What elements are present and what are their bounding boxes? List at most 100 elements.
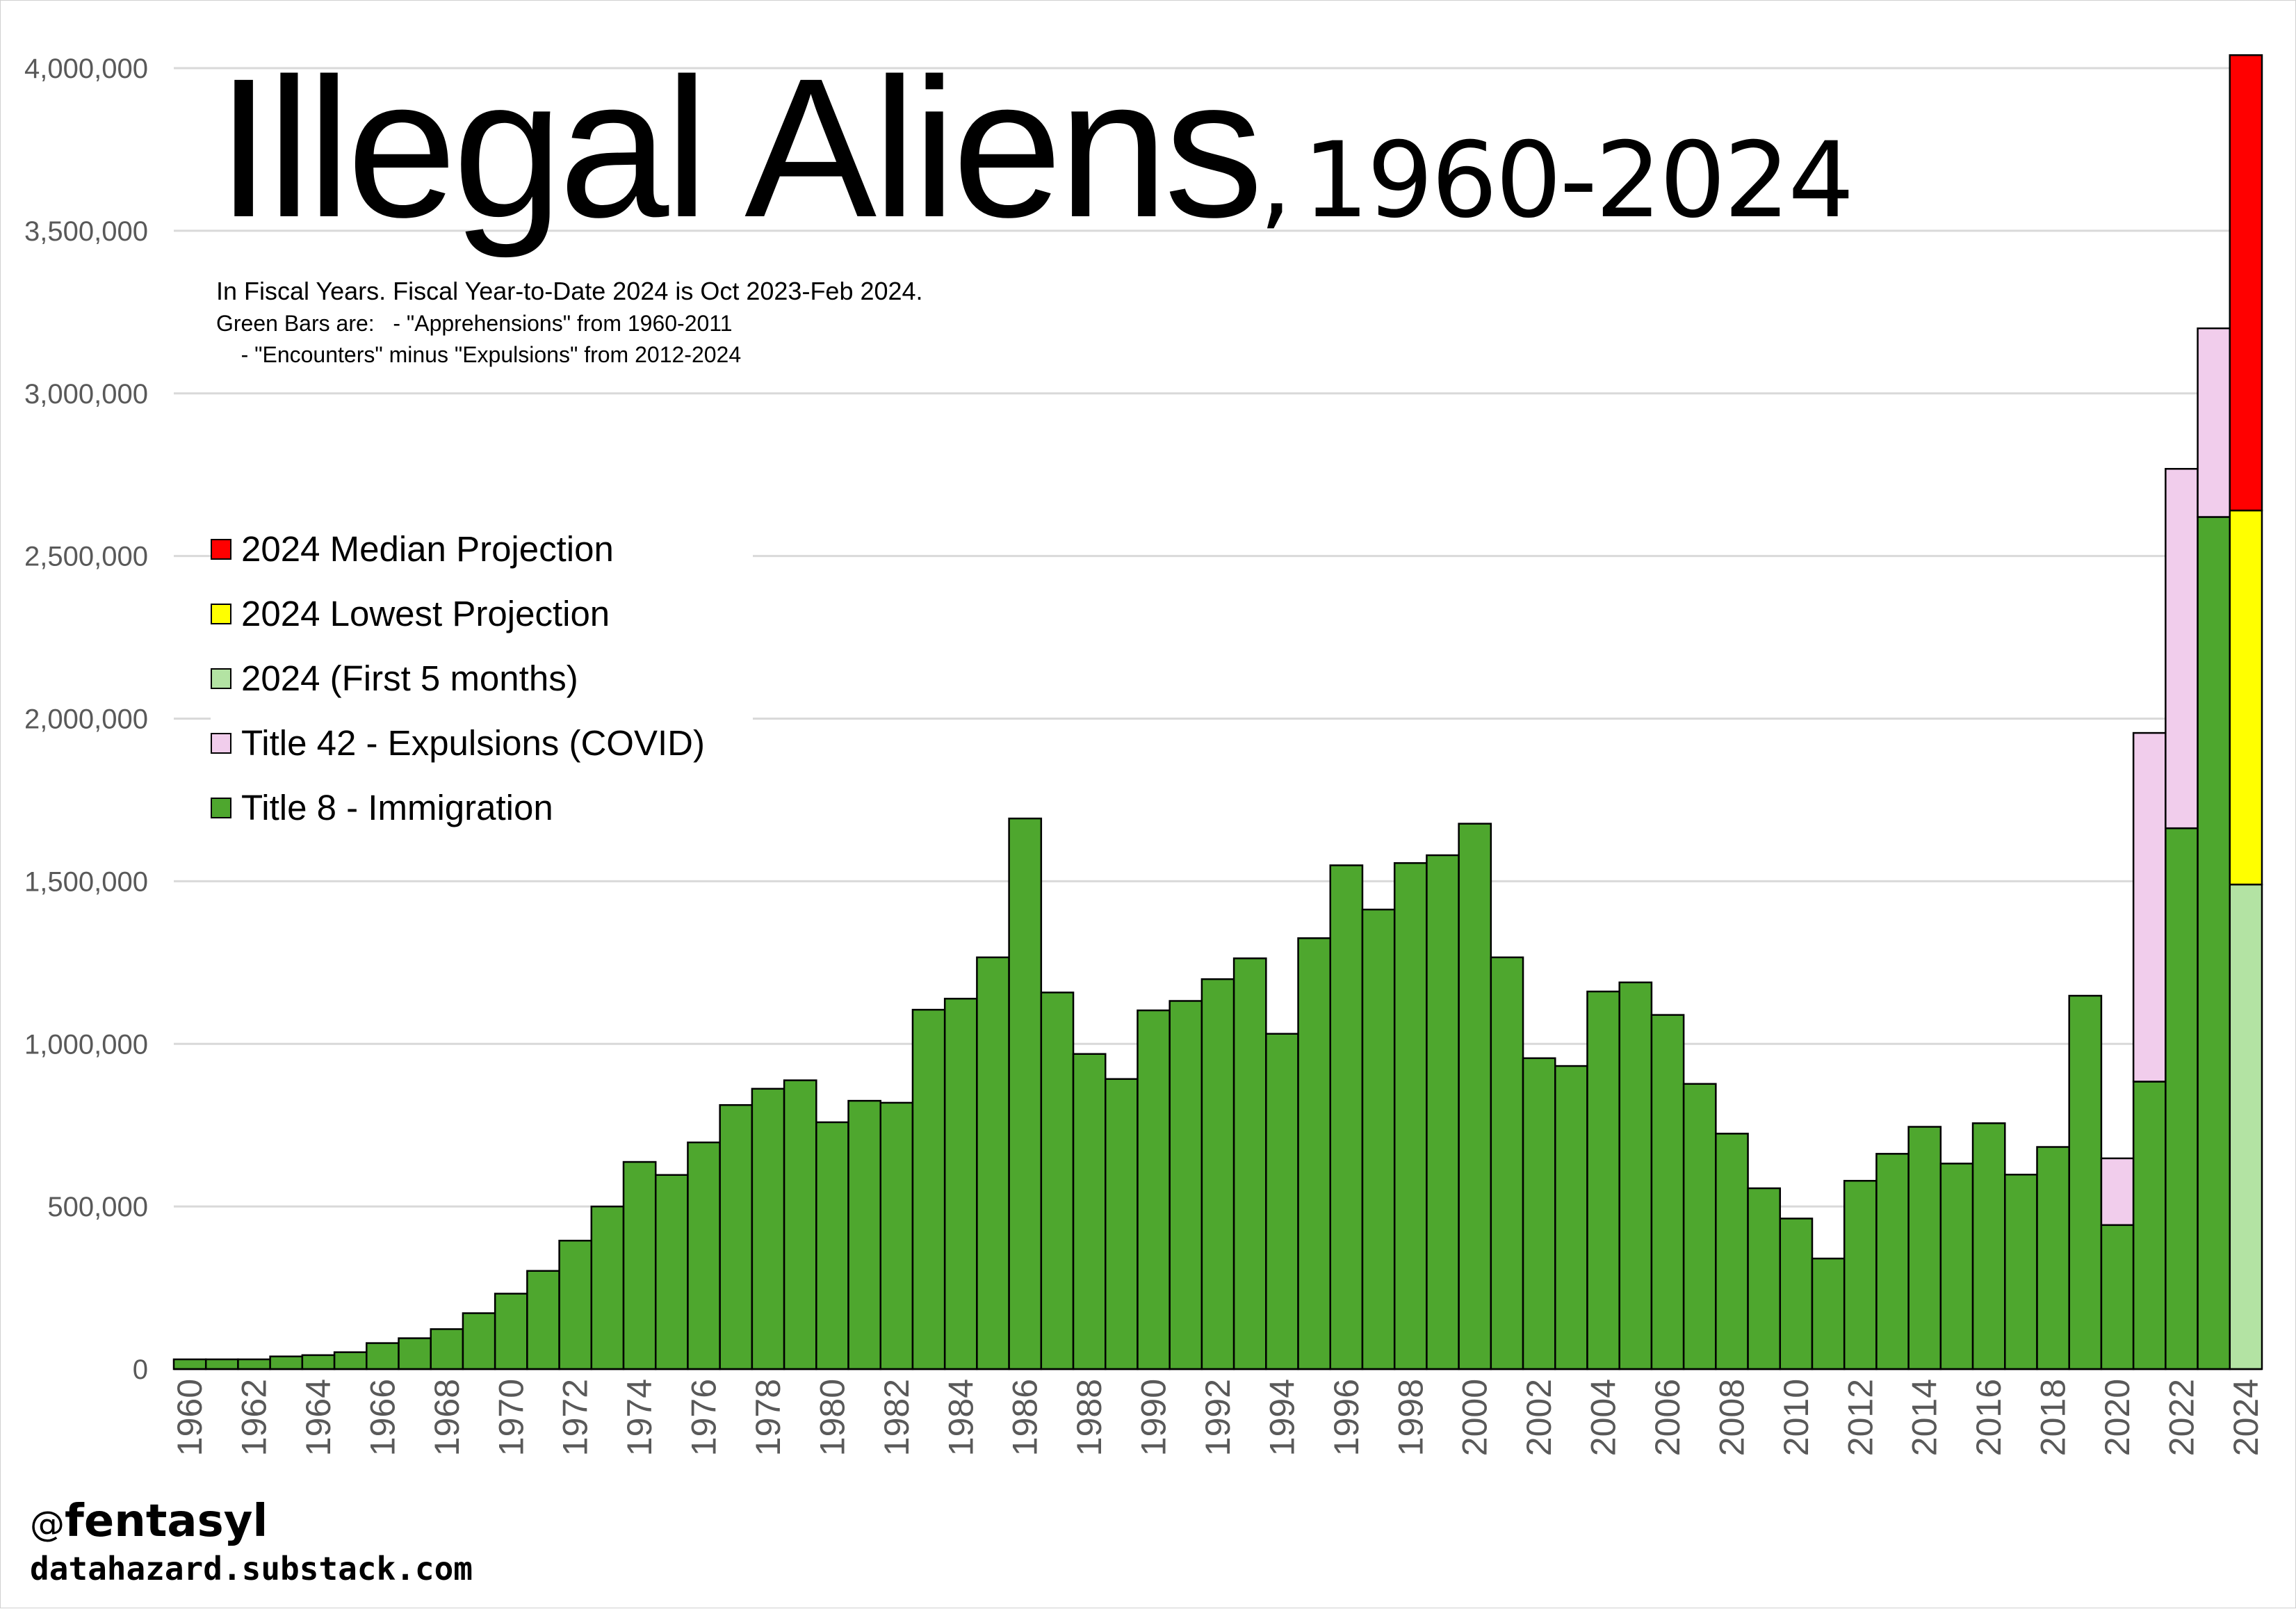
legend-item: 2024 Lowest Projection	[211, 581, 753, 646]
legend-label: 2024 Median Projection	[241, 529, 614, 569]
chart-notes: In Fiscal Years. Fiscal Year-to-Date 202…	[216, 275, 923, 371]
x-tick-label: 1988	[1070, 1379, 1109, 1456]
legend-label: 2024 Lowest Projection	[241, 594, 610, 633]
x-tick-label: 2004	[1584, 1379, 1623, 1456]
bar-title-8-immigration-1962	[237, 1358, 271, 1371]
bar-title-8-immigration-1968	[430, 1328, 464, 1371]
y-tick-label: 1,500,000	[24, 866, 148, 897]
x-tick-label: 2000	[1456, 1379, 1495, 1456]
x-tick-label: 2010	[1777, 1379, 1816, 1456]
bar-title-8-immigration-2015	[1939, 1163, 1974, 1371]
bar-title-8-immigration-2009	[1747, 1187, 1782, 1371]
bar-title-8-immigration-1963	[269, 1355, 304, 1371]
handle-at-sign: @	[30, 1504, 65, 1544]
bar-title-8-immigration-1981	[847, 1099, 881, 1371]
x-tick-label: 1992	[1198, 1379, 1237, 1456]
chart-title: Illegal Aliens, 1960-2024	[216, 49, 1855, 248]
legend-item: 2024 (First 5 months)	[211, 646, 753, 711]
bar-title-8-immigration-2004	[1586, 990, 1620, 1371]
bar-title-8-immigration-1970	[494, 1293, 528, 1371]
x-tick-label: 1994	[1262, 1379, 1301, 1456]
bar-2024-lowest-projection-2024	[2229, 509, 2263, 886]
bar-title-8-immigration-1982	[879, 1101, 914, 1371]
x-tick-label: 1962	[235, 1379, 274, 1456]
title-main: Illegal Aliens	[216, 38, 1263, 259]
bar-title-8-immigration-2005	[1618, 981, 1653, 1371]
bar-title-8-immigration-1988	[1072, 1053, 1107, 1371]
x-tick-label: 1980	[813, 1379, 852, 1456]
legend-swatch	[211, 732, 231, 754]
bar-title-8-immigration-1993	[1232, 957, 1267, 1371]
bar-title-8-immigration-1995	[1297, 937, 1332, 1371]
legend-item: Title 8 - Immigration	[211, 775, 753, 840]
x-tick-label: 2024	[2226, 1379, 2265, 1456]
bar-title-8-immigration-2011	[1811, 1257, 1846, 1371]
bar-title-8-immigration-1961	[204, 1358, 239, 1371]
bar-title-8-immigration-1964	[301, 1354, 336, 1371]
bar-title-8-immigration-1999	[1426, 854, 1460, 1371]
bar-title-8-immigration-1972	[558, 1239, 593, 1371]
bar-title-8-immigration-1990	[1137, 1009, 1171, 1371]
note-line-3: - "Encounters" minus "Expulsions" from 2…	[216, 342, 742, 367]
bar-title-8-immigration-1984	[943, 997, 978, 1371]
bar-title-8-immigration-1978	[751, 1088, 785, 1371]
legend-swatch	[211, 797, 231, 818]
x-tick-label: 2012	[1841, 1379, 1880, 1456]
bar-title-8-immigration-1996	[1329, 864, 1364, 1371]
bar-title-8-immigration-1960	[172, 1358, 207, 1371]
bar-title-8-immigration-2012	[1843, 1179, 1878, 1371]
bar-title-8-immigration-1983	[911, 1008, 946, 1371]
x-tick-label: 1970	[491, 1379, 530, 1456]
bar-2024-median-projection-2024	[2229, 54, 2263, 512]
x-tick-label: 2014	[1905, 1379, 1944, 1456]
bar-title-42-expulsions-covid--2021	[2132, 731, 2167, 1083]
x-tick-label: 1984	[941, 1379, 980, 1456]
bar-title-8-immigration-1986	[1008, 817, 1043, 1371]
bar-title-8-immigration-1969	[462, 1312, 496, 1371]
x-tick-label: 2006	[1648, 1379, 1687, 1456]
x-tick-label: 1964	[299, 1379, 338, 1456]
bar-title-8-immigration-1974	[622, 1161, 657, 1371]
x-tick-label: 1972	[556, 1379, 595, 1456]
bar-title-8-immigration-2001	[1490, 956, 1524, 1371]
bar-title-8-immigration-2008	[1715, 1133, 1749, 1371]
bar-title-8-immigration-1977	[719, 1103, 754, 1371]
x-tick-label: 2002	[1520, 1379, 1558, 1456]
bar-title-8-immigration-2018	[2036, 1146, 2070, 1371]
bar-title-8-immigration-1966	[366, 1342, 400, 1371]
legend-swatch	[211, 538, 231, 560]
x-tick-label: 1986	[1006, 1379, 1045, 1456]
bar-title-8-immigration-2013	[1875, 1153, 1910, 1371]
legend-swatch	[211, 603, 231, 624]
x-tick-label: 1990	[1134, 1379, 1173, 1456]
y-tick-label: 1,000,000	[24, 1029, 148, 1060]
bar-title-8-immigration-1987	[1040, 992, 1075, 1371]
legend-item: 2024 Median Projection	[211, 517, 753, 581]
legend-label: Title 42 - Expulsions (COVID)	[241, 723, 705, 763]
bar-title-8-immigration-1997	[1361, 908, 1396, 1371]
x-tick-label: 2008	[1712, 1379, 1751, 1456]
x-tick-label: 2018	[2034, 1379, 2073, 1456]
bar-title-8-immigration-1991	[1169, 1000, 1203, 1371]
x-tick-label: 1968	[428, 1379, 466, 1456]
x-tick-label: 1960	[170, 1379, 209, 1456]
y-tick-label: 4,000,000	[24, 54, 148, 84]
bar-title-8-immigration-1980	[815, 1121, 849, 1371]
bar-title-8-immigration-1985	[976, 956, 1010, 1371]
bar-title-8-immigration-1967	[398, 1337, 432, 1371]
bar-title-8-immigration-2022	[2165, 827, 2199, 1371]
author-handle: @fentasyl	[30, 1496, 268, 1547]
bar-title-8-immigration-1973	[590, 1205, 625, 1371]
legend-label: 2024 (First 5 months)	[241, 658, 578, 698]
x-tick-label: 1976	[685, 1379, 724, 1456]
bar-title-8-immigration-2014	[1907, 1126, 1942, 1371]
y-tick-label: 2,000,000	[24, 704, 148, 735]
x-tick-label: 2016	[1969, 1379, 2008, 1456]
bar-title-42-expulsions-covid--2022	[2165, 468, 2199, 830]
x-tick-label: 2020	[2098, 1379, 2137, 1456]
x-tick-label: 1998	[1391, 1379, 1430, 1456]
x-tick-label: 1978	[749, 1379, 788, 1456]
x-tick-label: 1996	[1327, 1379, 1366, 1456]
note-line-1: In Fiscal Years. Fiscal Year-to-Date 202…	[216, 277, 923, 305]
